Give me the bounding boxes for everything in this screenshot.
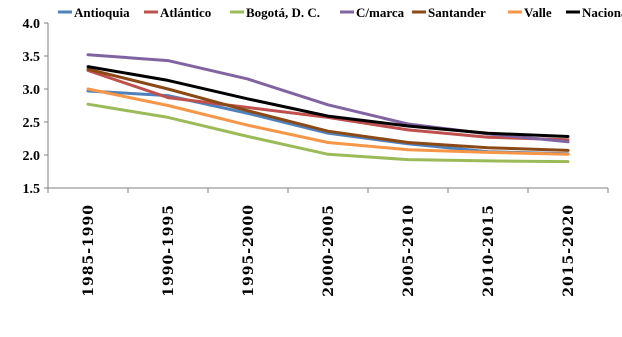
legend-label-bogot-d-c: Bogotá, D. C. bbox=[246, 5, 320, 20]
legend-label-nacional: Nacional bbox=[582, 5, 622, 20]
legend-label-c-marca: C/marca bbox=[356, 5, 405, 20]
legend-label-atl-ntico: Atlántico bbox=[160, 5, 211, 20]
x-tick-label: 2015-2020 bbox=[561, 204, 577, 297]
y-tick-label: 3.5 bbox=[23, 50, 41, 65]
series-line-valle bbox=[86, 87, 570, 156]
x-tick-label: 2000-2005 bbox=[321, 204, 337, 297]
y-tick-label: 3.0 bbox=[23, 83, 41, 98]
series-line-santander bbox=[86, 67, 570, 152]
legend-label-antioquia: Antioquia bbox=[74, 5, 130, 20]
y-tick-label: 2.0 bbox=[23, 149, 41, 164]
x-tick-label: 1995-2000 bbox=[241, 204, 257, 297]
x-tick-label: 2010-2015 bbox=[481, 204, 497, 297]
series-line-antioquia bbox=[86, 89, 570, 156]
series-line-nacional bbox=[86, 65, 570, 138]
y-tick-label: 2.5 bbox=[23, 116, 41, 131]
legend-label-santander: Santander bbox=[428, 5, 486, 20]
series-line-c-marca bbox=[86, 53, 570, 144]
y-tick-label: 1.5 bbox=[23, 182, 41, 197]
axes: 1.5 2.0 2.5 3.0 3.5 4.0 1985-1990 1990-1995 1995… bbox=[23, 17, 609, 297]
series-line-bogot-d-c bbox=[86, 102, 570, 164]
x-tick-label: 1985-1990 bbox=[81, 204, 97, 297]
legend-label-valle: Valle bbox=[524, 5, 552, 20]
x-tick-label: 1990-1995 bbox=[161, 204, 177, 297]
y-tick-label: 4.0 bbox=[23, 17, 41, 32]
legend: Antioquia Atlántico Bogotá, D. C. C/marca Sa… bbox=[58, 5, 622, 20]
x-tick-label: 2005-2010 bbox=[401, 204, 417, 297]
series-lines bbox=[86, 53, 570, 164]
